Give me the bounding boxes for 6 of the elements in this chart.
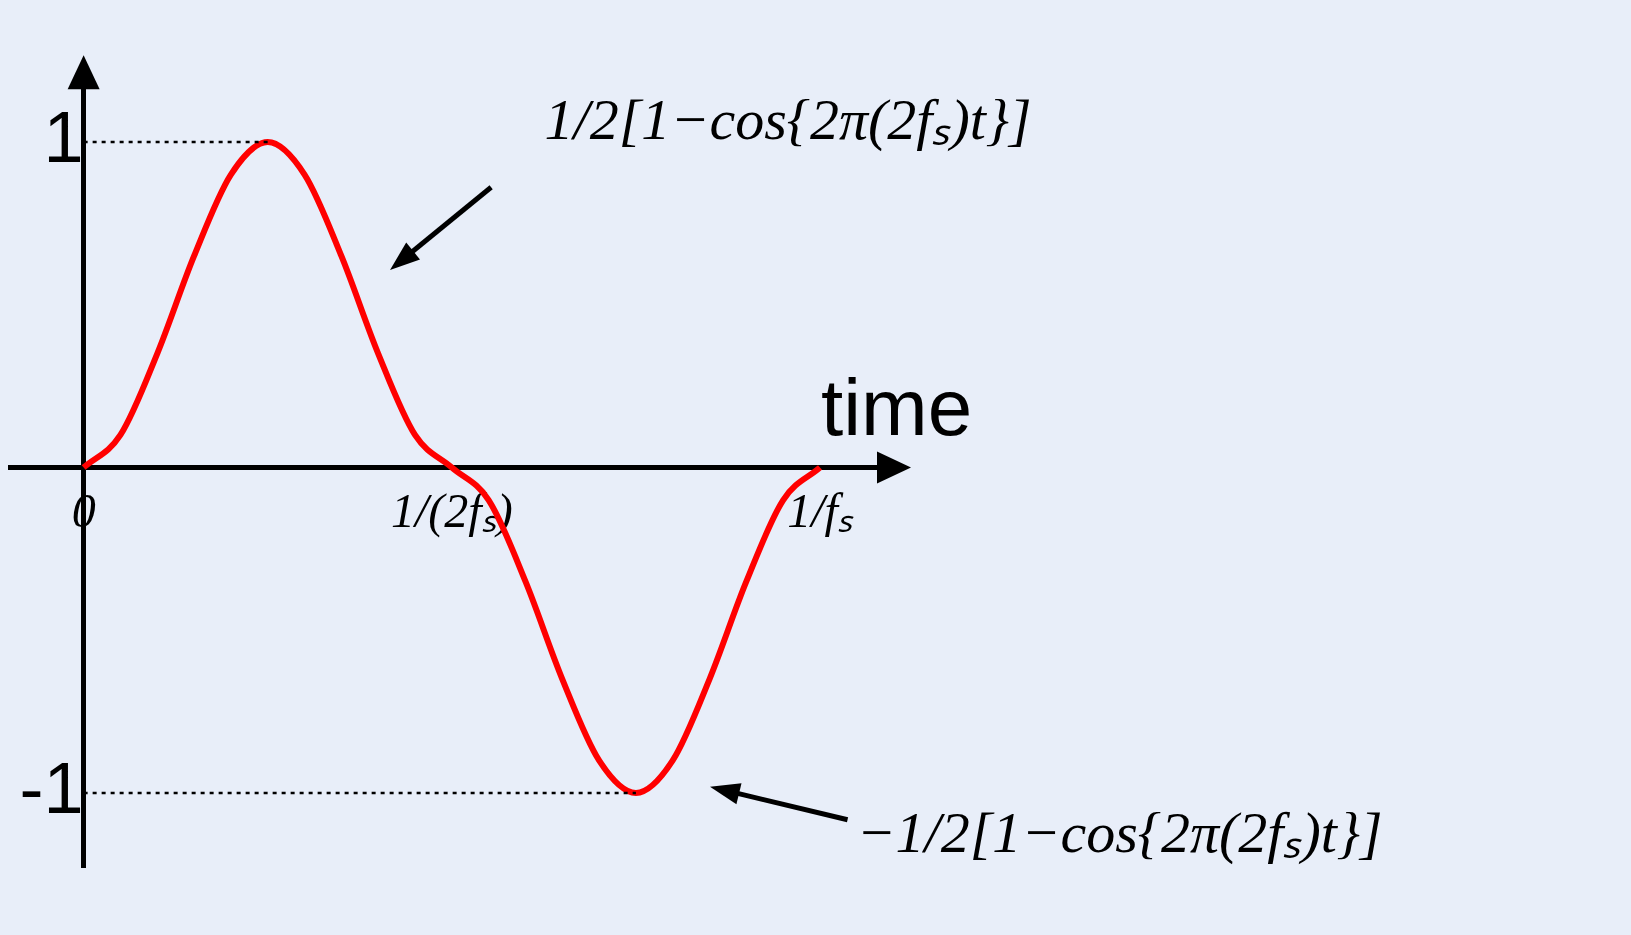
- y-tick-label: 1: [43, 96, 84, 177]
- x-tick-label: 1/fₛ: [787, 483, 854, 537]
- annotation: −1/2[1−cos{2π(2fₛ)t}]: [856, 799, 1383, 865]
- x-axis-title: time: [821, 362, 973, 452]
- y-tick-label: -1: [19, 747, 84, 828]
- annotation: 1/2[1−cos{2π(2fₛ)t}]: [544, 87, 1032, 153]
